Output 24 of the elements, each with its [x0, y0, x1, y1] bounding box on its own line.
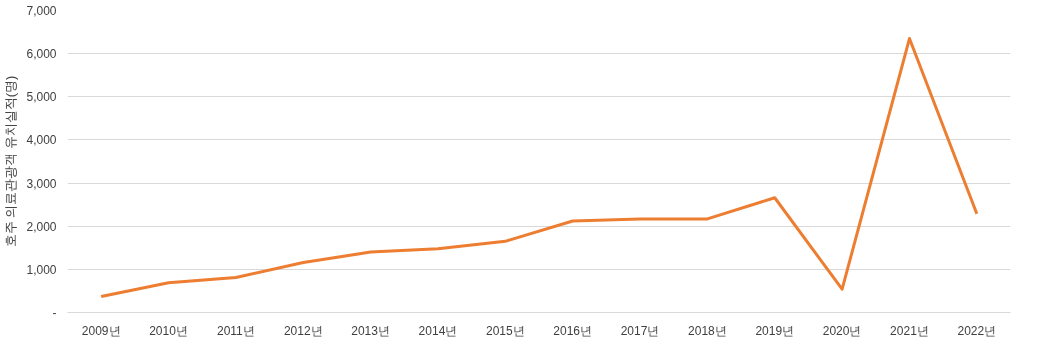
line-series: [99, 37, 979, 299]
y-tick-label: -: [52, 306, 57, 320]
x-tick-label: 2011년: [216, 323, 255, 338]
x-tick-label: 2016년: [553, 323, 593, 338]
y-axis-title: 호주 의료관광객 유치실적(명): [3, 75, 19, 248]
x-tick-label: 2012년: [283, 323, 323, 338]
x-tick-label: 2014년: [418, 323, 458, 338]
x-tick-label: 2009년: [81, 323, 121, 338]
y-tick-label: 6,000: [26, 47, 57, 62]
x-tick-label: 2017년: [620, 323, 660, 338]
x-tick-label: 2013년: [351, 323, 390, 338]
x-tick-label: 2021년: [890, 323, 929, 338]
y-tick-label: 2,000: [26, 219, 57, 234]
x-tick-label: 2019년: [755, 323, 795, 338]
x-tick-label: 2010년: [149, 323, 188, 338]
y-tick-label: 5,000: [26, 90, 57, 105]
y-tick-label: 4,000: [26, 133, 57, 148]
x-tick-label: 2020년: [822, 323, 862, 338]
x-tick-label: 2018년: [688, 323, 727, 338]
y-tick-label: 1,000: [26, 262, 57, 277]
x-tick-label: 2022년: [957, 323, 997, 338]
x-tick-label: 2015년: [485, 323, 525, 338]
y-tick-label: 3,000: [26, 176, 57, 191]
y-tick-label: 7,000: [26, 4, 57, 18]
